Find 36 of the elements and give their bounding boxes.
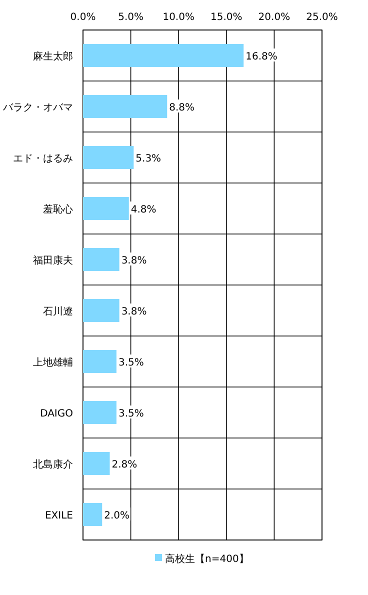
- y-tick-label: バラク・オバマ: [2, 102, 73, 114]
- bar: [83, 503, 102, 526]
- bar: [83, 299, 120, 322]
- data-label: 5.3%: [136, 154, 162, 164]
- data-label: 16.8%: [246, 52, 278, 62]
- data-label: 4.8%: [130, 204, 156, 216]
- data-label: 3.5%: [118, 358, 144, 368]
- bar: [83, 95, 168, 118]
- data-label: 3.8%: [121, 256, 147, 266]
- x-tick-label: 25.0%: [306, 12, 338, 23]
- x-tick-label: 5.0%: [118, 12, 144, 23]
- data-label: 2.0%: [104, 510, 130, 522]
- y-tick-label: 羞恥心: [43, 204, 73, 216]
- bar: [83, 350, 116, 373]
- y-tick-label: EXILE: [44, 510, 73, 522]
- y-tick-label: 石川遼: [43, 306, 73, 318]
- bar: [83, 452, 110, 475]
- data-label: 8.8%: [169, 102, 195, 114]
- data-label: 2.8%: [112, 460, 138, 470]
- x-tick-label: 20.0%: [258, 12, 290, 23]
- x-tick-label: 10.0%: [162, 12, 194, 23]
- y-tick-label: 福田康夫: [33, 254, 73, 266]
- y-tick-label: 麻生太郎: [33, 50, 73, 62]
- y-tick-label: DAIGO: [40, 408, 74, 420]
- bar: [83, 44, 244, 67]
- bar: [83, 197, 129, 220]
- x-tick-label: 15.0%: [210, 12, 242, 23]
- y-tick-label: 上地雄輔: [33, 356, 73, 368]
- x-tick-label: 0.0%: [70, 12, 96, 23]
- data-label: 3.5%: [118, 408, 144, 420]
- data-label: 3.8%: [121, 306, 147, 318]
- legend-label: 高校生【n=400】: [165, 553, 249, 565]
- y-tick-label: 北島康介: [33, 458, 73, 470]
- bar: [83, 248, 120, 271]
- y-tick-label: エド・はるみ: [13, 154, 73, 164]
- bar: [83, 401, 116, 424]
